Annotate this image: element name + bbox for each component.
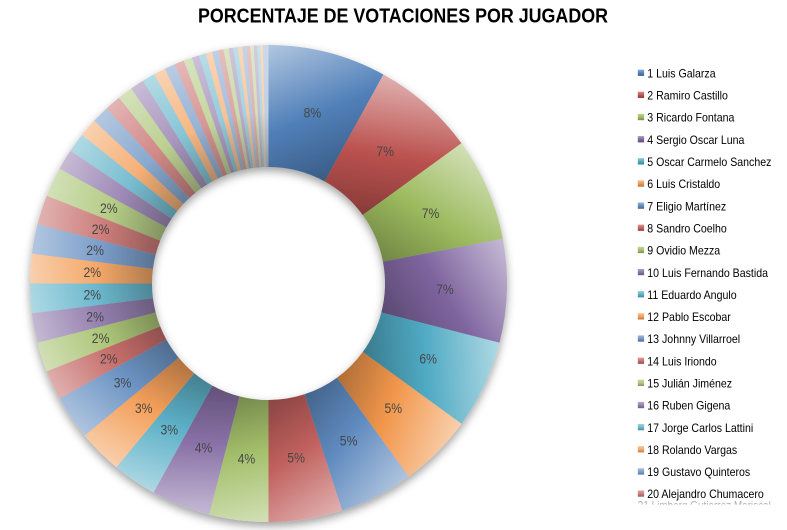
svg-text:8 Sandro Coelho: 8 Sandro Coelho — [647, 221, 727, 235]
svg-text:17 Jorge Carlos Lattini: 17 Jorge Carlos Lattini — [647, 421, 753, 435]
svg-text:5%: 5% — [287, 451, 305, 466]
svg-text:9 Ovidio Mezza: 9 Ovidio Mezza — [647, 244, 720, 258]
svg-text:6%: 6% — [419, 352, 437, 367]
svg-text:21 Limberg Gutierrez Mariscal: 21 Limberg Gutierrez Mariscal — [638, 499, 771, 513]
svg-text:19 Gustavo Quinteros: 19 Gustavo Quinteros — [647, 465, 750, 479]
svg-text:4 Sergio Oscar Luna: 4 Sergio Oscar Luna — [647, 133, 744, 147]
svg-text:4%: 4% — [238, 451, 256, 466]
svg-text:2%: 2% — [86, 243, 104, 258]
svg-text:4%: 4% — [195, 440, 213, 455]
svg-text:20 Alejandro Chumacero: 20 Alejandro Chumacero — [647, 487, 764, 501]
svg-text:2%: 2% — [92, 222, 110, 237]
svg-text:2 Ramiro Castillo: 2 Ramiro Castillo — [647, 89, 728, 103]
svg-text:10 Luis Fernando Bastida: 10 Luis Fernando Bastida — [647, 266, 768, 280]
svg-text:14 Luis Iriondo: 14 Luis Iriondo — [647, 354, 717, 368]
svg-text:8%: 8% — [304, 105, 322, 120]
svg-text:7 Eligio Martínez: 7 Eligio Martínez — [647, 199, 726, 213]
svg-text:3%: 3% — [161, 422, 179, 437]
svg-text:16 Ruben Gigena: 16 Ruben Gigena — [647, 399, 730, 413]
svg-text:6 Luis Cristaldo: 6 Luis Cristaldo — [647, 177, 720, 191]
svg-text:2%: 2% — [100, 201, 118, 216]
svg-text:2%: 2% — [100, 352, 118, 367]
svg-text:5 Oscar Carmelo Sanchez: 5 Oscar Carmelo Sanchez — [647, 155, 771, 169]
svg-text:15 Julián Jiménez: 15 Julián Jiménez — [647, 377, 732, 391]
svg-text:2%: 2% — [86, 309, 104, 324]
svg-text:7%: 7% — [436, 282, 454, 297]
svg-text:2%: 2% — [84, 265, 102, 280]
svg-text:11 Eduardo Angulo: 11 Eduardo Angulo — [647, 288, 737, 302]
svg-text:3%: 3% — [135, 401, 153, 416]
svg-text:2%: 2% — [84, 287, 102, 302]
svg-text:2%: 2% — [92, 331, 110, 346]
svg-text:12 Pablo Escobar: 12 Pablo Escobar — [647, 310, 731, 324]
svg-text:PORCENTAJE DE VOTACIONES POR J: PORCENTAJE DE VOTACIONES POR JUGADOR — [198, 6, 608, 28]
svg-text:13 Johnny Villarroel: 13 Johnny Villarroel — [647, 332, 740, 346]
svg-text:1 Luis Galarza: 1 Luis Galarza — [647, 66, 716, 80]
svg-text:18 Rolando Vargas: 18 Rolando Vargas — [647, 443, 737, 457]
svg-text:5%: 5% — [385, 401, 403, 416]
svg-text:3 Ricardo Fontana: 3 Ricardo Fontana — [647, 111, 734, 125]
svg-text:7%: 7% — [376, 144, 394, 159]
svg-text:7%: 7% — [422, 206, 440, 221]
svg-text:5%: 5% — [340, 434, 358, 449]
svg-text:3%: 3% — [114, 376, 132, 391]
